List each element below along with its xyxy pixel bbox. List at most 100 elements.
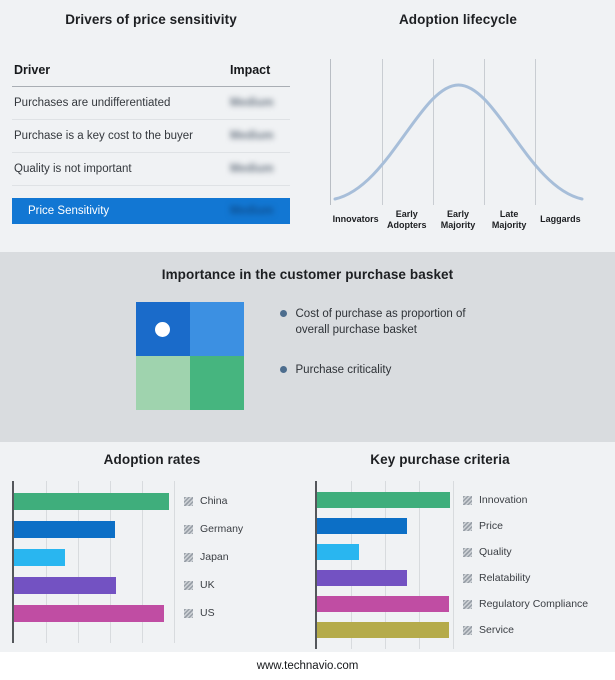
- bar-regulatory-compliance: [317, 596, 449, 612]
- bar-row: [14, 543, 174, 571]
- stage-label-laggards: Laggards: [540, 214, 581, 225]
- basket-marker-dot: [154, 322, 170, 337]
- stage-label-innovators: Innovators: [332, 214, 379, 225]
- lifecycle-title: Adoption lifecycle: [398, 12, 518, 27]
- bar-germany: [14, 520, 115, 538]
- price-sensitivity-label: Price Sensitivity: [28, 205, 110, 217]
- drivers-panel: Drivers of price sensitivity Driver Impa…: [12, 12, 290, 224]
- lifecycle-chart: [330, 59, 586, 205]
- hatch-legend-icon: [184, 496, 193, 506]
- bar-label-row: UK: [184, 571, 243, 599]
- hatch-legend-icon: [184, 524, 193, 534]
- bar-row: [317, 591, 453, 617]
- bar-label-japan: Japan: [200, 551, 229, 563]
- bar-label-relatability: Relatability: [479, 572, 531, 584]
- adoption-rates-chart: China Germany Japan UK: [12, 481, 278, 643]
- legend-item: Cost of purchase as proportion of overal…: [279, 306, 480, 338]
- bar-label-germany: Germany: [200, 523, 244, 535]
- basket-band: Importance in the customer purchase bask…: [0, 252, 615, 442]
- bar-service: [317, 622, 449, 638]
- hatch-legend-icon: [463, 521, 472, 531]
- hatch-legend-icon: [463, 625, 472, 635]
- bar-label-china: China: [200, 495, 228, 507]
- legend-item-label: Purchase criticality: [295, 364, 392, 377]
- driver-row: Quality is not important Medium: [12, 153, 290, 186]
- legend-item-label: Cost of purchase as proportion of overal…: [295, 308, 466, 337]
- gridline: [351, 481, 352, 649]
- bar-row: [317, 513, 453, 539]
- bar-row: [14, 487, 174, 515]
- bar-china: [14, 492, 170, 510]
- impact-value-redacted: Medium: [230, 205, 274, 217]
- adoption-rates-block: Adoption rates: [12, 452, 278, 643]
- impact-value-redacted: Medium: [230, 163, 274, 175]
- basket-content: Cost of purchase as proportion of overal…: [0, 302, 615, 410]
- driver-name: Purchases are undifferentiated: [14, 97, 171, 109]
- adoption-curve-path: [333, 83, 584, 201]
- hatch-legend-icon: [463, 573, 472, 583]
- quadrant-cell-bottom-left: [135, 356, 190, 410]
- adoption-curve: [333, 83, 584, 201]
- stage-label-late-majority: Late Majority: [491, 209, 527, 230]
- footer-link[interactable]: www.technavio.com: [256, 660, 359, 672]
- legend-item: Purchase criticality: [279, 362, 480, 378]
- hatch-legend-icon: [184, 608, 193, 618]
- bar-row: [317, 539, 453, 565]
- gridline: [453, 481, 454, 649]
- bar-label-row: Price: [463, 513, 588, 539]
- driver-row: Purchase is a key cost to the buyer Medi…: [12, 120, 290, 153]
- bar-row: [14, 599, 174, 627]
- bar-row: [317, 565, 453, 591]
- bar-us: [14, 604, 165, 622]
- impact-value-redacted: Medium: [230, 130, 274, 142]
- bar-label-price: Price: [479, 520, 503, 532]
- bar-label-regulatory-compliance: Regulatory Compliance: [479, 598, 589, 610]
- lifecycle-panel: Adoption lifecycle Innovators Early Adop…: [330, 12, 586, 231]
- legend-bullet-icon: [279, 366, 287, 374]
- hatch-legend-icon: [184, 552, 193, 562]
- driver-column-header: Driver: [14, 63, 51, 77]
- bar-label-row: Regulatory Compliance: [463, 591, 588, 617]
- bar-label-row: Japan: [184, 543, 243, 571]
- bar-quality: [317, 544, 360, 560]
- bar-label-us: US: [200, 607, 215, 619]
- gridline: [110, 481, 111, 643]
- bar-row: [317, 617, 453, 643]
- gridline: [78, 481, 79, 643]
- gridline: [382, 59, 383, 205]
- drivers-table: Driver Impact Purchases are undifferenti…: [12, 57, 290, 224]
- bar-label-service: Service: [479, 624, 515, 636]
- bar-innovation: [317, 492, 451, 508]
- hatch-legend-icon: [463, 599, 472, 609]
- adoption-rates-plot: [12, 481, 175, 643]
- key-purchase-criteria-plot: [315, 481, 454, 649]
- gridline: [433, 59, 434, 205]
- footer: www.technavio.com: [0, 652, 615, 680]
- adoption-rates-title: Adoption rates: [103, 452, 201, 467]
- key-purchase-criteria-labels: Innovation Price Quality Relatability: [463, 481, 588, 649]
- basket-legend: Cost of purchase as proportion of overal…: [279, 306, 480, 402]
- key-purchase-criteria-block: Key purchase criteria: [315, 452, 611, 649]
- hatch-legend-icon: [463, 547, 472, 557]
- bar-label-row: US: [184, 599, 243, 627]
- adoption-rates-labels: China Germany Japan UK: [184, 481, 243, 643]
- price-sensitivity-row: Price Sensitivity Medium: [12, 198, 290, 224]
- basket-quadrant: [135, 302, 244, 410]
- hatch-legend-icon: [184, 580, 193, 590]
- quadrant-cell-bottom-right: [189, 356, 244, 410]
- bar-label-row: Service: [463, 617, 588, 643]
- gridline: [535, 59, 536, 205]
- bar-label-row: Innovation: [463, 487, 588, 513]
- bar-relatability: [317, 570, 407, 586]
- driver-row: Purchases are undifferentiated Medium: [12, 87, 290, 120]
- key-purchase-criteria-chart: Innovation Price Quality Relatability: [315, 481, 611, 649]
- gridline: [484, 59, 485, 205]
- key-purchase-criteria-title: Key purchase criteria: [370, 452, 510, 467]
- bar-label-quality: Quality: [479, 546, 512, 558]
- bar-row: [14, 515, 174, 543]
- gridline: [142, 481, 143, 643]
- bar-label-row: Relatability: [463, 565, 588, 591]
- legend-bullet-icon: [279, 310, 287, 317]
- bar-label-uk: UK: [200, 579, 215, 591]
- impact-value-redacted: Medium: [230, 97, 274, 109]
